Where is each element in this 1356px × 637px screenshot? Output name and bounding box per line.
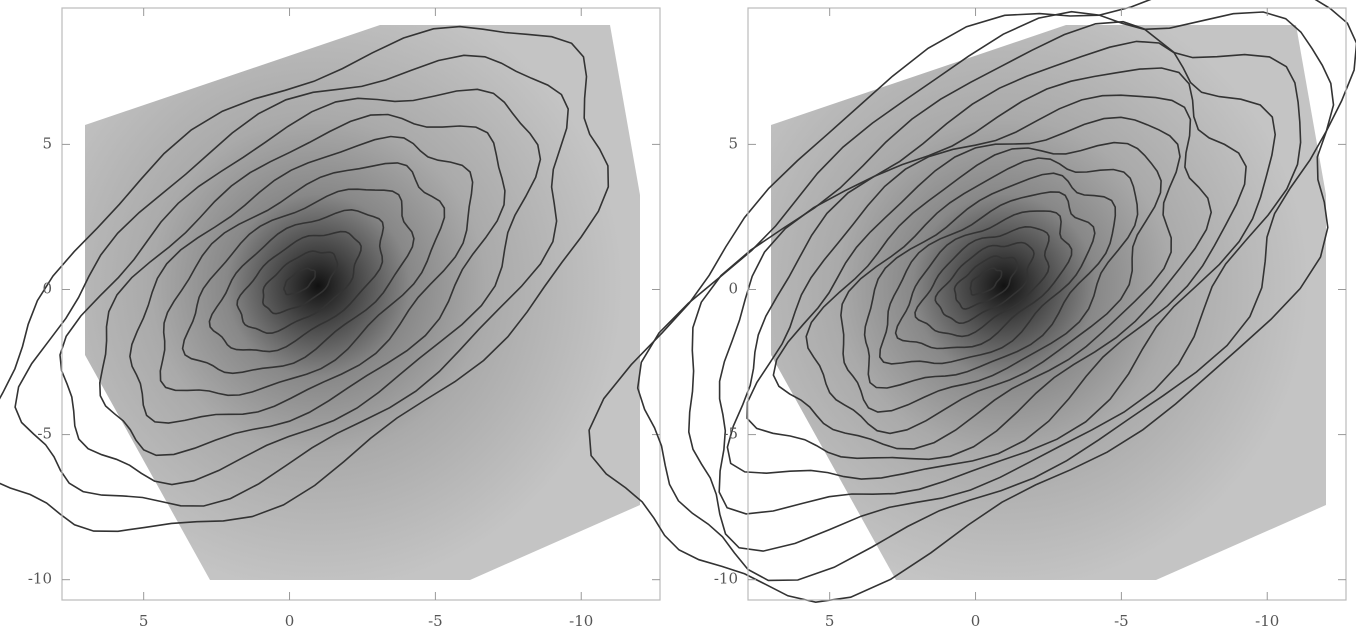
contour	[588, 0, 1356, 604]
contour	[746, 94, 1213, 461]
y-tick-label: 0	[728, 279, 738, 297]
contour	[953, 255, 1019, 310]
contour	[840, 157, 1139, 413]
y-tick-label: 0	[42, 279, 52, 297]
contour	[687, 20, 1302, 552]
x-tick-label: -5	[1114, 612, 1129, 630]
x-tick-label: -5	[428, 612, 443, 630]
y-tick-label: 5	[728, 134, 738, 152]
axes-frame	[747, 7, 1347, 601]
contour	[934, 241, 1035, 325]
contour	[14, 54, 570, 507]
contour	[914, 225, 1050, 338]
x-tick-label: 0	[285, 612, 295, 630]
contour	[159, 162, 446, 397]
contour	[878, 191, 1096, 365]
contour	[969, 267, 1003, 296]
contour	[98, 113, 506, 457]
image-region	[85, 25, 640, 580]
contour	[726, 67, 1247, 480]
contour	[805, 141, 1162, 435]
contour	[129, 135, 474, 424]
contour	[208, 208, 385, 353]
contour	[863, 172, 1117, 389]
contour	[262, 250, 339, 315]
contour	[283, 267, 317, 296]
contour	[636, 10, 1335, 582]
contour	[236, 230, 362, 335]
x-tick-label: -10	[1255, 612, 1279, 630]
y-tick-label: -5	[37, 425, 52, 443]
y-tick-label: -5	[723, 425, 738, 443]
y-tick-label: 5	[42, 134, 52, 152]
panel: 5 0 -5 -10 5 0 -5 -10	[588, 0, 1356, 630]
y-tick-label: -10	[714, 570, 738, 588]
contour	[0, 25, 610, 533]
contour	[894, 210, 1073, 350]
image-region	[771, 25, 1326, 580]
contour	[59, 88, 542, 486]
axes-frame	[61, 7, 661, 601]
contour	[718, 40, 1277, 515]
x-tick-label: 0	[971, 612, 981, 630]
x-tick-label: 5	[139, 612, 149, 630]
x-tick-label: 5	[825, 612, 835, 630]
y-tick-label: -10	[28, 570, 52, 588]
contour	[772, 116, 1181, 450]
panel: 5 0 -5 -10 5 0 -5 -10	[0, 7, 661, 630]
x-tick-label: -10	[569, 612, 593, 630]
contour	[181, 188, 415, 375]
